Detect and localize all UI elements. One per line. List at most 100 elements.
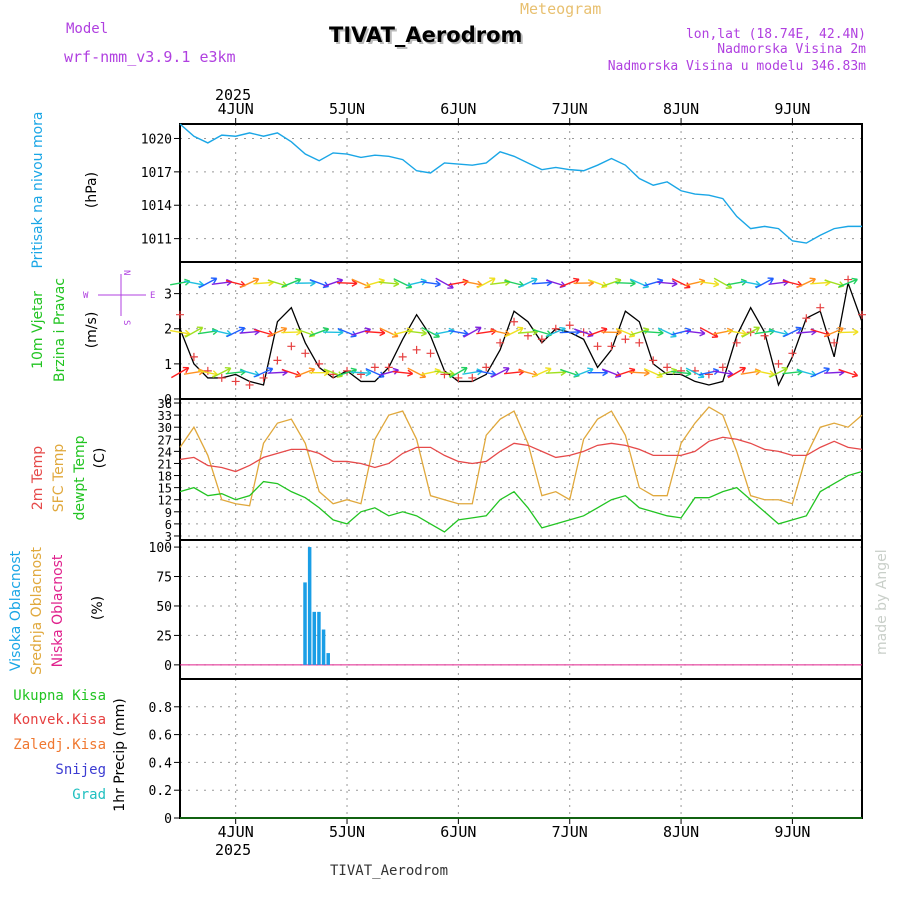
wind-barb-shaft — [810, 281, 831, 285]
wind-barb — [796, 277, 816, 288]
precip-legend-conv: Konvek.Kisa — [13, 712, 106, 728]
wind-barb-shaft — [657, 327, 677, 338]
wind-barb-shaft — [198, 277, 217, 289]
y-tick-label: 1020 — [141, 132, 172, 147]
day-label-top: 5JUN — [329, 100, 365, 118]
wind-gust-marker — [663, 363, 672, 372]
wind-barb-shaft — [824, 279, 844, 287]
y-tick-label: 27 — [158, 433, 172, 447]
wind-barb-head — [336, 277, 344, 285]
wind-barb — [184, 326, 204, 338]
wind-barb-shaft — [783, 327, 802, 338]
cloud-legend-mid: Srednja Oblacnost — [29, 547, 45, 675]
cloud-high-bar — [317, 611, 321, 665]
wind-barb-shaft — [824, 371, 845, 374]
wind-gust-marker — [844, 275, 853, 284]
wind-barb-shaft — [281, 278, 301, 288]
wind-barb — [504, 326, 524, 338]
wind-barb-shaft — [838, 331, 859, 334]
model-elevation-label: Nadmorska Visina u modelu 346.83m — [608, 59, 866, 74]
day-label-bottom: 6JUN — [440, 823, 476, 841]
day-label-bottom: 4JUN — [218, 823, 254, 841]
wind-barb-head — [643, 369, 650, 377]
wind-barb-shaft — [518, 369, 538, 376]
precip-legend-snow: Snijeg — [55, 762, 106, 778]
wind-barb-shaft — [824, 327, 844, 337]
panel-frame — [179, 123, 863, 263]
station-title-shadow: TIVAT_Aerodrom — [331, 25, 524, 49]
wind-barb-head — [433, 331, 440, 338]
wind-barb-shaft — [504, 327, 524, 338]
wind-barb-head — [517, 326, 524, 334]
wind-barb-shaft — [699, 326, 719, 338]
wind-barb-shaft — [378, 281, 399, 285]
compass-w: W — [83, 291, 89, 301]
wind-barb-head — [671, 279, 678, 288]
y-tick-label: 18 — [158, 470, 172, 484]
wind-barb — [449, 366, 468, 379]
wind-barb-shaft — [574, 368, 594, 377]
wind-barb-shaft — [267, 327, 287, 337]
wind-barb-head — [767, 277, 775, 284]
wind-barb — [712, 369, 734, 378]
credit-watermark: made by Angel — [874, 549, 890, 655]
cloud-legend-low: Niska Oblacnost — [50, 554, 66, 667]
wind-barb-shaft — [239, 369, 260, 376]
wind-barb-head — [224, 367, 232, 374]
wind-gust-marker — [398, 352, 407, 361]
wind-barb — [406, 329, 427, 337]
y-tick-label: 75 — [156, 571, 172, 586]
wind-barb-shaft — [769, 367, 788, 378]
wind-barb-shaft — [254, 367, 273, 378]
wind-barb-shaft — [546, 327, 566, 337]
wind-barb — [420, 280, 441, 288]
wind-barb — [713, 277, 733, 289]
wind-gust-marker — [760, 331, 769, 340]
wind-barb — [240, 277, 260, 288]
wind-gust-marker — [537, 335, 546, 344]
wind-barb-head — [781, 367, 788, 374]
wind-barb-shaft — [281, 368, 302, 377]
wind-barb — [350, 369, 372, 377]
wind-barb-shaft — [449, 367, 468, 379]
pressure-legend: Pritisak na nivou mora — [30, 111, 46, 268]
wind-barb-head — [351, 279, 358, 287]
wind-barb-shaft — [810, 328, 831, 336]
wind-gust-marker — [788, 349, 797, 358]
wind-barb-shaft — [239, 330, 260, 334]
year-bottom: 2025 — [215, 841, 251, 859]
wind-barb-shaft — [531, 281, 552, 285]
wind-barb-shaft — [476, 330, 497, 335]
wind-barb-head — [753, 326, 761, 333]
wind-barb-shaft — [407, 367, 426, 378]
wind-barb-shaft — [698, 280, 719, 286]
wind-barb-shaft — [323, 279, 343, 287]
wind-gust-marker — [315, 359, 324, 368]
wind-barb-shaft — [532, 367, 552, 378]
wind-barb — [783, 326, 802, 338]
wind-barb-shaft — [267, 371, 288, 374]
wind-barb-shaft — [240, 278, 259, 288]
wind-barb — [838, 277, 858, 288]
precip-legend-frozen: Zaledj.Kisa — [13, 737, 106, 753]
wind-barb — [671, 369, 692, 377]
wind-barb-shaft — [253, 281, 274, 285]
y-tick-label: 21 — [158, 457, 172, 471]
temp-2m-line — [179, 436, 863, 473]
wind-barb-head — [727, 369, 734, 378]
wind-barb-head — [407, 369, 414, 377]
wind-gust-marker — [384, 363, 393, 372]
wind-barb-shaft — [657, 281, 678, 285]
wind-gust-marker — [718, 363, 727, 372]
wind-barb — [421, 326, 440, 338]
elevation-label: Nadmorska Visina 2m — [717, 42, 866, 57]
wind-barb-shaft — [546, 279, 566, 287]
wind-barb-shaft — [643, 279, 664, 287]
wind-gust-marker — [412, 345, 421, 354]
temp-legend-sfc: SFC Temp — [51, 444, 67, 513]
wind-gust-marker — [523, 331, 532, 340]
wind-barb — [727, 366, 747, 379]
compass-s: S — [121, 320, 131, 325]
wind-gust-marker — [551, 324, 560, 333]
